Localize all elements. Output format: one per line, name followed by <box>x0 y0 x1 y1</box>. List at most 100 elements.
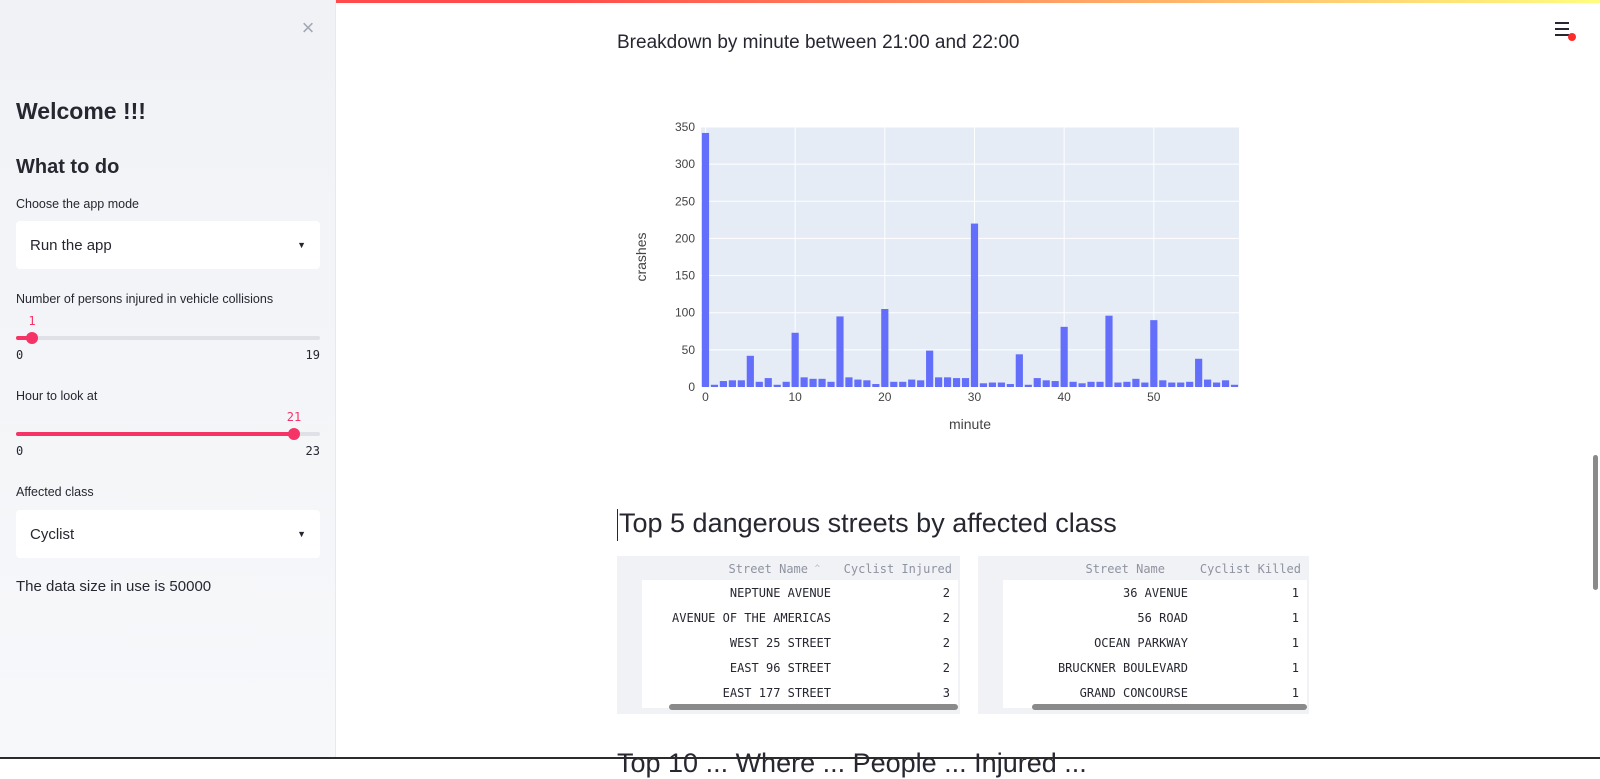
cell-street-name: WEST 25 STREET <box>729 636 831 650</box>
hamburger-menu-button[interactable] <box>1555 22 1575 40</box>
bar-minute-23 <box>908 379 916 387</box>
top5-streets-title: Top 5 dangerous streets by affected clas… <box>617 508 1117 541</box>
page-vertical-scrollbar[interactable] <box>1593 455 1598 590</box>
bar-minute-53 <box>1177 382 1185 387</box>
table-row[interactable]: OCEAN PARKWAY 1 <box>1003 630 1307 655</box>
bar-minute-44 <box>1096 381 1104 387</box>
injured-slider[interactable]: 1 0 19 <box>16 314 320 362</box>
y-tick-label: 250 <box>675 194 695 208</box>
bar-minute-43 <box>1087 381 1095 387</box>
slider-value: 1 <box>28 314 36 328</box>
slider-min: 0 <box>16 444 24 458</box>
bar-minute-48 <box>1132 378 1140 387</box>
table-body: 36 AVENUE 1 56 ROAD 1 OCEAN PARKWAY 1 BRUCKNER… <box>1003 580 1307 708</box>
bar-minute-38 <box>1042 380 1050 387</box>
x-tick-label: 10 <box>788 390 802 404</box>
cell-count: 2 <box>942 636 950 650</box>
bar-minute-31 <box>979 383 988 387</box>
bar-minute-51 <box>1159 380 1167 387</box>
horizontal-scrollbar[interactable] <box>1032 704 1307 710</box>
cyclist-injured-table[interactable]: Street Name ^ Cyclist Injured NEPTUNE AV… <box>617 556 960 714</box>
bar-minute-49 <box>1141 382 1149 387</box>
table-row[interactable]: 56 ROAD 1 <box>1003 605 1307 630</box>
slider-thumb[interactable] <box>26 332 38 344</box>
slider-fill <box>16 336 32 340</box>
bar-minute-7 <box>764 378 772 387</box>
y-tick-label: 350 <box>675 120 695 134</box>
cell-street-name: 56 ROAD <box>1137 611 1188 625</box>
cell-street-name: AVENUE OF THE AMERICAS <box>672 611 831 625</box>
bar-minute-4 <box>737 380 745 387</box>
slider-thumb[interactable] <box>288 428 300 440</box>
cell-street-name: NEPTUNE AVENUE <box>729 586 831 600</box>
header-cyclist-injured[interactable]: Cyclist Injured <box>843 562 952 576</box>
bar-minute-33 <box>997 382 1005 387</box>
header-street-name[interactable]: Street Name <box>1085 562 1165 576</box>
bar-minute-13 <box>818 378 826 387</box>
bar-minute-36 <box>1024 384 1032 387</box>
bar-minute-1 <box>710 384 719 387</box>
bar-minute-3 <box>728 380 736 387</box>
table-row[interactable]: NEPTUNE AVENUE 2 <box>642 580 958 605</box>
y-tick-label: 150 <box>675 269 695 283</box>
bar-minute-2 <box>719 381 728 387</box>
bar-minute-5 <box>746 355 754 387</box>
table-row[interactable]: EAST 177 STREET 3 <box>642 680 958 705</box>
table-row[interactable]: EAST 96 STREET 2 <box>642 655 958 680</box>
y-tick-label: 200 <box>675 231 695 245</box>
affected-class-select[interactable]: Cyclist ▼ <box>16 510 320 558</box>
bar-minute-0 <box>701 132 710 387</box>
table-row[interactable]: GRAND CONCOURSE 1 <box>1003 680 1307 705</box>
bar-minute-8 <box>773 384 781 387</box>
bar-minute-21 <box>890 381 898 387</box>
sort-asc-icon: ^ <box>814 564 820 574</box>
cell-count: 1 <box>1291 661 1299 675</box>
hour-slider[interactable]: 21 0 23 <box>16 410 320 458</box>
bar-minute-46 <box>1114 382 1122 387</box>
hamburger-icon <box>1555 22 1569 24</box>
bar-minute-14 <box>827 381 835 387</box>
bar-minute-26 <box>935 377 943 387</box>
table-row[interactable]: BRUCKNER BOULEVARD 1 <box>1003 655 1307 680</box>
bar-minute-28 <box>952 378 961 387</box>
bar-minute-55 <box>1195 358 1203 387</box>
text-cursor <box>617 508 618 541</box>
cell-street-name: EAST 96 STREET <box>729 661 831 675</box>
bar-minute-15 <box>836 316 844 387</box>
header-street-name[interactable]: Street Name <box>728 562 808 576</box>
slider-value: 21 <box>286 410 302 424</box>
bar-minute-45 <box>1105 315 1113 387</box>
table-header: Street Name ^ Cyclist Injured <box>617 556 960 580</box>
table-body: NEPTUNE AVENUE 2 AVENUE OF THE AMERICAS 2 WE… <box>642 580 958 708</box>
slider-track <box>16 336 320 340</box>
bar-minute-56 <box>1204 379 1212 387</box>
app-mode-label: Choose the app mode <box>16 197 140 211</box>
close-sidebar-button[interactable]: × <box>301 15 315 40</box>
table-row[interactable]: WEST 25 STREET 2 <box>642 630 958 655</box>
minute-breakdown-title: Breakdown by minute between 21:00 and 22… <box>617 32 1020 53</box>
x-tick-label: 0 <box>702 390 709 404</box>
bar-minute-47 <box>1123 381 1131 387</box>
cyclist-killed-table[interactable]: Street Name Cyclist Killed 36 AVENUE 1 56 … <box>978 556 1309 714</box>
cell-street-name: OCEAN PARKWAY <box>1094 636 1188 650</box>
table-row[interactable]: 36 AVENUE 1 <box>1003 580 1307 605</box>
table-header: Street Name Cyclist Killed <box>978 556 1309 580</box>
table-row[interactable]: AVENUE OF THE AMERICAS 2 <box>642 605 958 630</box>
app-mode-select[interactable]: Run the app ▼ <box>16 221 320 269</box>
top-decoration-bar <box>0 0 1600 3</box>
header-cyclist-killed[interactable]: Cyclist Killed <box>1199 562 1301 576</box>
bar-minute-18 <box>863 380 871 387</box>
cell-count: 1 <box>1291 636 1299 650</box>
chevron-down-icon: ▼ <box>297 529 306 539</box>
bar-minute-58 <box>1221 380 1230 387</box>
bar-minute-9 <box>782 381 790 387</box>
horizontal-scrollbar[interactable] <box>669 704 958 710</box>
bar-minute-12 <box>809 378 817 387</box>
bar-minute-34 <box>1006 384 1014 387</box>
cell-count: 3 <box>942 686 950 700</box>
x-tick-label: 20 <box>878 390 892 404</box>
bar-minute-6 <box>755 381 763 387</box>
bar-minute-11 <box>800 377 808 387</box>
cell-street-name: BRUCKNER BOULEVARD <box>1057 661 1188 675</box>
bar-minute-42 <box>1078 383 1086 387</box>
